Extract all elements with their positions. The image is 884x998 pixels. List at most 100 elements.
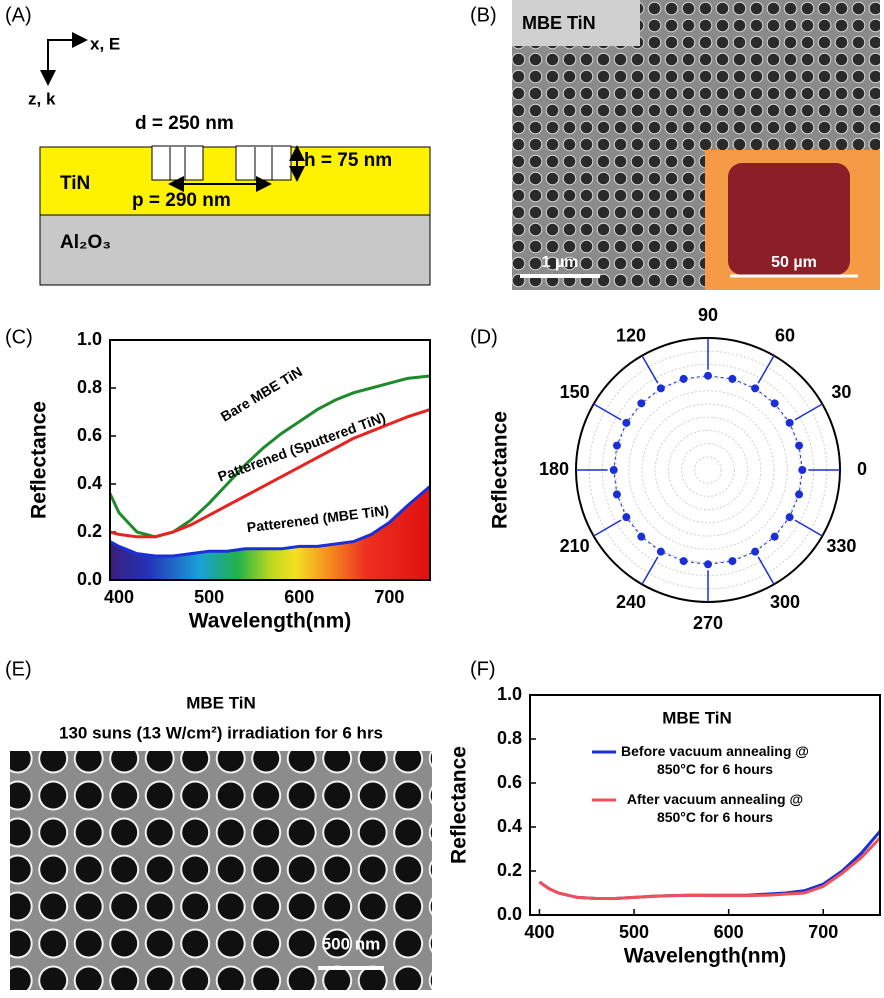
y-tick-label: 0.6 (497, 772, 522, 792)
panel-label: (C) (5, 326, 33, 348)
x-tick-label: 400 (104, 587, 134, 607)
grid-ring (642, 404, 774, 536)
data-point (728, 375, 736, 383)
hole-diameter: d = 250 nm (135, 113, 234, 134)
grid-ring (655, 417, 761, 523)
y-tick-label: 0.4 (497, 816, 522, 836)
y-tick-label: 0.8 (77, 377, 102, 397)
angle-tick (758, 356, 774, 383)
data-point (704, 372, 712, 380)
substrate-label: Al₂O₃ (60, 232, 111, 253)
x-tick-label: 400 (524, 922, 554, 942)
panel-label: (B) (470, 4, 497, 26)
y-tick-label: 0.6 (77, 425, 102, 445)
angle-tick-label: 90 (698, 305, 718, 325)
data-point (637, 533, 645, 541)
x-tick-label: 600 (284, 587, 314, 607)
x-tick-label: 700 (808, 922, 838, 942)
data-point (771, 533, 779, 541)
film-label: TiN (60, 173, 90, 194)
data-point (622, 513, 630, 521)
angle-tick-label: 240 (616, 592, 646, 612)
y-tick-label: 0.0 (497, 904, 522, 924)
y-tick-label: 1.0 (497, 684, 522, 704)
y-axis-label: Reflectance (489, 411, 512, 529)
y-tick-label: 0.0 (77, 569, 102, 589)
grid-ring (629, 391, 787, 549)
angle-tick-label: 330 (826, 536, 856, 556)
y-axis-label: Reflectance (448, 746, 471, 864)
data-point (704, 560, 712, 568)
data-point (751, 548, 759, 556)
angle-tick-label: 150 (560, 382, 590, 402)
angle-tick-label: 60 (775, 325, 795, 345)
curve-label: Bare MBE TiN (218, 363, 305, 424)
data-point (786, 419, 794, 427)
y-axis-label: Reflectance (28, 401, 51, 519)
axis-label: x, E (90, 34, 120, 53)
angle-tick-label: 0 (857, 459, 867, 479)
panel-label: (D) (470, 326, 498, 348)
hole (236, 146, 291, 180)
grid-ring (589, 351, 827, 589)
structure-diagram: x, E z, k d = 250 nm p = 290 nm h = 75 n… (28, 34, 430, 285)
panel-label: (A) (5, 4, 32, 26)
y-tick-label: 0.2 (77, 521, 102, 541)
scale-bar-label: 500 nm (322, 934, 381, 953)
legend-label: After vacuum annealing @ 850°C for 6 hou… (610, 790, 820, 826)
data-point (610, 466, 618, 474)
x-tick-label: 500 (194, 587, 224, 607)
x-tick-label: 700 (374, 587, 404, 607)
angle-tick-label: 120 (616, 325, 646, 345)
angle-tick (795, 520, 822, 536)
data-point (771, 399, 779, 407)
grid-ring (682, 444, 735, 497)
data-point (795, 490, 803, 498)
spectrum-area (110, 486, 430, 580)
chart-title: MBE TiN (662, 708, 732, 727)
angle-tick-label: 210 (560, 536, 590, 556)
data-point (728, 557, 736, 565)
x-axis-label: Wavelength(nm) (189, 610, 352, 633)
angle-tick (795, 404, 822, 420)
panel-label: (F) (470, 658, 496, 680)
data-point (751, 384, 759, 392)
sample-label: MBE TiN (522, 13, 596, 33)
data-point (795, 442, 803, 450)
y-tick-label: 0.2 (497, 860, 522, 880)
series-line (540, 831, 881, 898)
x-axis-label: Wavelength(nm) (624, 945, 787, 968)
axis-label: z, k (28, 89, 56, 108)
y-tick-label: 0.4 (77, 473, 102, 493)
y-tick-label: 1.0 (77, 329, 102, 349)
data-point (786, 513, 794, 521)
data-point (613, 442, 621, 450)
grid-ring (695, 457, 721, 483)
scale-bar-label: 1 µm (542, 254, 579, 271)
angle-tick-label: 300 (770, 592, 800, 612)
caption: 130 suns (13 W/cm²) irradiation for 6 hr… (59, 723, 383, 742)
grid-ring (602, 364, 813, 575)
x-tick-label: 500 (619, 922, 649, 942)
data-point (680, 375, 688, 383)
y-tick-label: 0.8 (497, 728, 522, 748)
angle-tick-label: 30 (831, 382, 851, 402)
data-point (613, 490, 621, 498)
grid-ring (668, 430, 747, 509)
hole (152, 146, 203, 180)
curve-label: Patterened (MBE TiN) (246, 502, 390, 535)
period: p = 290 nm (132, 190, 231, 211)
data-point (657, 384, 665, 392)
angle-tick (758, 557, 774, 584)
angle-tick (594, 520, 621, 536)
data-point (680, 557, 688, 565)
figure: (A) (B) (C) (D) (E) (F) x, E z, k d = 25… (0, 0, 884, 998)
sem-image: MBE TiN 130 suns (13 W/cm²) irradiation … (10, 685, 432, 990)
depth: h = 75 nm (304, 150, 392, 171)
data-point (657, 548, 665, 556)
panel-label: (E) (5, 658, 32, 680)
sample-label: MBE TiN (186, 693, 256, 712)
scale-bar-label: 50 µm (771, 254, 817, 271)
angle-tick-label: 270 (693, 613, 723, 633)
data-point (622, 419, 630, 427)
